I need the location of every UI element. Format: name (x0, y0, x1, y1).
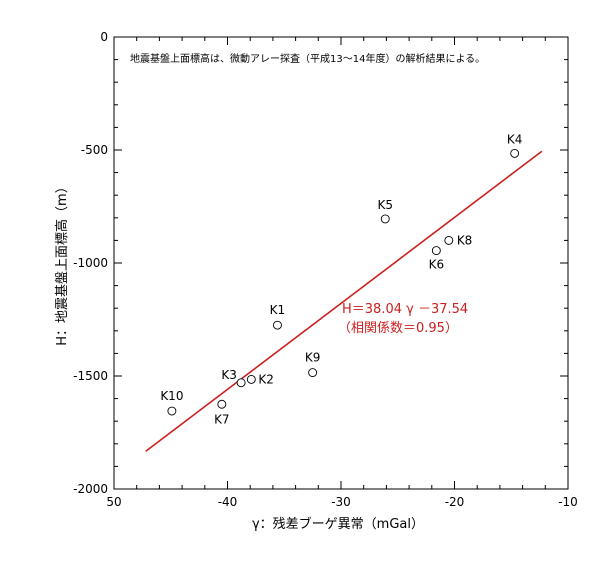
x-tick-label: -20 (445, 495, 465, 509)
point-label-k2: K2 (258, 372, 274, 386)
x-tick-label: -40 (218, 495, 238, 509)
point-label-k1: K1 (270, 303, 286, 317)
point-label-k9: K9 (305, 351, 321, 365)
point-label-k6: K6 (429, 258, 445, 272)
data-point-k6 (431, 246, 441, 256)
regression-line (145, 150, 543, 452)
x-tick-label: -10 (558, 495, 578, 509)
regression-correlation: （相関係数＝0.95） (338, 321, 458, 336)
y-tick-labels: 0 -500 -1000 -1500 -2000 (73, 30, 108, 496)
point-label-k3: K3 (221, 368, 237, 382)
point-label-k5: K5 (378, 198, 394, 212)
point-label-k7: K7 (214, 412, 230, 426)
y-tick-label: -1500 (73, 369, 108, 383)
x-tick-label: -30 (331, 495, 351, 509)
x-tick-label: 50 (106, 495, 121, 509)
chart-note: 地震基盤上面標高は、微動アレー探査（平成13～14年度）の解析結果による。 (130, 52, 485, 65)
x-axis-label: γ：残差ブーゲ異常（mGal） (252, 516, 424, 532)
data-point-k10 (167, 406, 177, 416)
plot-frame (113, 36, 569, 490)
data-point-k2 (246, 374, 256, 384)
point-label-k4: K4 (507, 132, 523, 146)
y-tick-label: 0 (100, 30, 108, 44)
axis-ticks (113, 36, 569, 490)
y-tick-label: -2000 (73, 482, 108, 496)
x-tick-labels: 50 -40 -30 -20 -10 (106, 495, 577, 509)
y-tick-label: -1000 (73, 256, 108, 270)
data-point-k1 (272, 320, 282, 330)
data-point-k4 (510, 148, 520, 158)
data-point-k8 (444, 235, 454, 245)
data-point-k3 (236, 378, 246, 388)
point-label-k8: K8 (457, 233, 473, 247)
data-point-k9 (308, 368, 318, 378)
y-axis-label: H：地震基盤上面標高（m） (54, 180, 70, 345)
point-labels: K1 K2 K3 K4 K5 K6 K7 K8 K9 K10 (160, 132, 522, 426)
data-points (167, 148, 520, 416)
data-point-k7 (217, 399, 227, 409)
data-point-k5 (380, 214, 390, 224)
y-tick-label: -500 (81, 143, 108, 157)
regression-equation: H＝38.04 γ －37.54 (342, 302, 468, 317)
point-label-k10: K10 (160, 389, 183, 403)
